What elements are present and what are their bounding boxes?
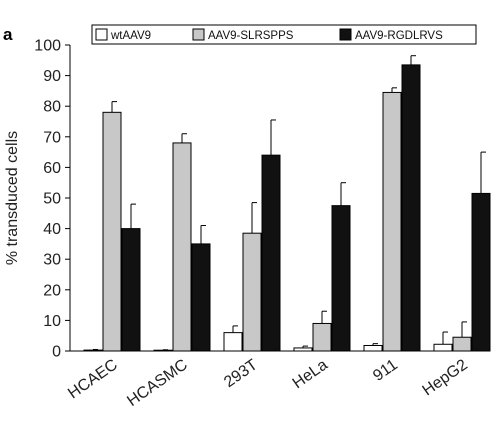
panel-label: a: [3, 25, 13, 44]
x-tick-label-HCASMC: HCASMC: [124, 356, 191, 410]
bar-AAV9-RGDLRVS-HepG2: [471, 192, 491, 352]
y-tick-label: 50: [43, 191, 61, 208]
legend: wtAAV9 AAV9-SLRSPPS AAV9-RGDLRVS: [91, 24, 477, 45]
bar-AAV9-RGDLRVS-HCASMC: [191, 243, 211, 352]
bar-wtAAV9-911: [363, 344, 383, 352]
y-tick-label: 30: [43, 252, 61, 269]
x-tick-label-911: 911: [370, 356, 401, 385]
x-axis-labels: HCAEC HCASMC 293T HeLa 911 HepG2: [65, 356, 471, 410]
legend-label-wtAAV9: wtAAV9: [110, 30, 151, 42]
bars: [83, 55, 491, 352]
y-tick-label: 40: [43, 221, 61, 238]
bar-AAV9-RGDLRVS-HCAEC: [121, 228, 141, 352]
legend-swatch-AAV9-SLRSPPS: [192, 28, 205, 41]
bar-AAV9-RGDLRVS-911: [401, 64, 421, 352]
legend-frame: [91, 24, 477, 45]
bar-AAV9-RGDLRVS-HeLa: [331, 205, 351, 352]
legend-label-AAV9-RGDLRVS: AAV9-RGDLRVS: [355, 30, 443, 42]
bar-wtAAV9-293T: [223, 332, 243, 352]
legend-swatch-AAV9-RGDLRVS: [339, 28, 352, 41]
y-axis-ticks: 0 10 20 30 40 50 60 70 80 90 100: [34, 38, 70, 361]
y-tick-label: 70: [43, 129, 61, 146]
x-tick-label-293T: 293T: [221, 356, 261, 391]
y-tick-label: 0: [52, 344, 61, 361]
bar-wtAAV9-HepG2: [433, 343, 453, 352]
bar-AAV9-SLRSPPS-HCASMC: [172, 142, 192, 352]
y-tick-label: 60: [43, 160, 61, 177]
bar-AAV9-SLRSPPS-HCAEC: [102, 111, 122, 352]
y-tick-label: 10: [43, 313, 61, 330]
bar-AAV9-RGDLRVS-293T: [261, 154, 281, 352]
y-tick-label: 100: [34, 38, 61, 55]
y-tick-label: 80: [43, 99, 61, 116]
bar-AAV9-SLRSPPS-911: [382, 91, 402, 352]
y-tick-label: 20: [43, 282, 61, 299]
x-tick-label-HCAEC: HCAEC: [65, 356, 121, 402]
axes: [69, 45, 490, 352]
x-tick-label-HeLa: HeLa: [290, 356, 331, 392]
bar-AAV9-SLRSPPS-HepG2: [452, 336, 472, 352]
legend-swatch-wtAAV9: [95, 28, 108, 41]
bar-AAV9-SLRSPPS-HeLa: [312, 322, 332, 352]
bar-AAV9-SLRSPPS-293T: [242, 232, 262, 352]
legend-label-AAV9-SLRSPPS: AAV9-SLRSPPS: [208, 30, 294, 42]
x-tick-label-HepG2: HepG2: [420, 356, 471, 399]
y-axis-title: % transduced cells: [4, 131, 21, 265]
y-tick-label: 90: [43, 68, 61, 85]
